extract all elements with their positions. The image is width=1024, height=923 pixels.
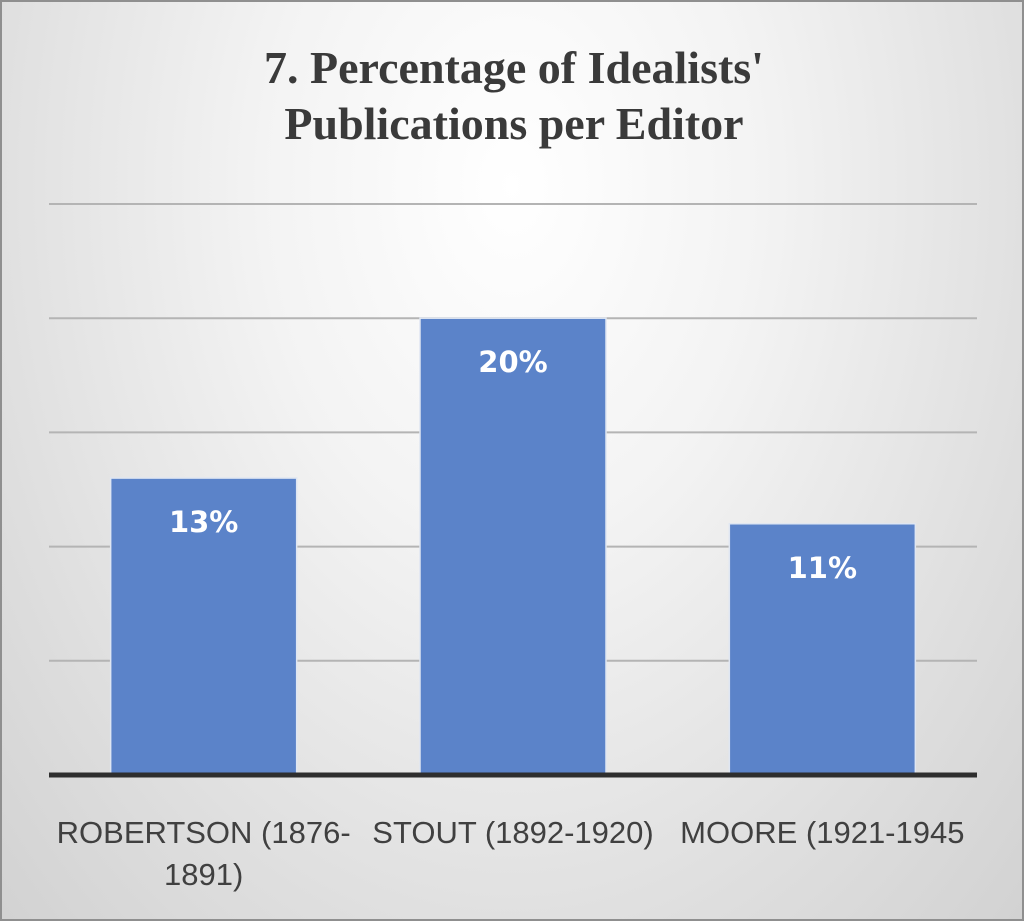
chart-title-line-2: Publications per Editor	[284, 98, 744, 149]
chart-title: 7. Percentage of Idealists' Publications…	[2, 40, 1024, 152]
category-label-2: STOUT (1892-1920)	[372, 815, 654, 850]
data-label-2: 20%	[478, 345, 547, 379]
data-label-1: 13%	[169, 505, 238, 539]
category-label-1: ROBERTSON (1876-1891)	[56, 815, 351, 892]
chart-title-line-1: 7. Percentage of Idealists'	[264, 42, 764, 93]
bar-2	[419, 317, 607, 776]
category-label-3: MOORE (1921-1945	[680, 815, 965, 850]
bar-1	[109, 477, 298, 776]
data-label-3: 11%	[788, 551, 857, 585]
bar-3	[728, 523, 917, 776]
